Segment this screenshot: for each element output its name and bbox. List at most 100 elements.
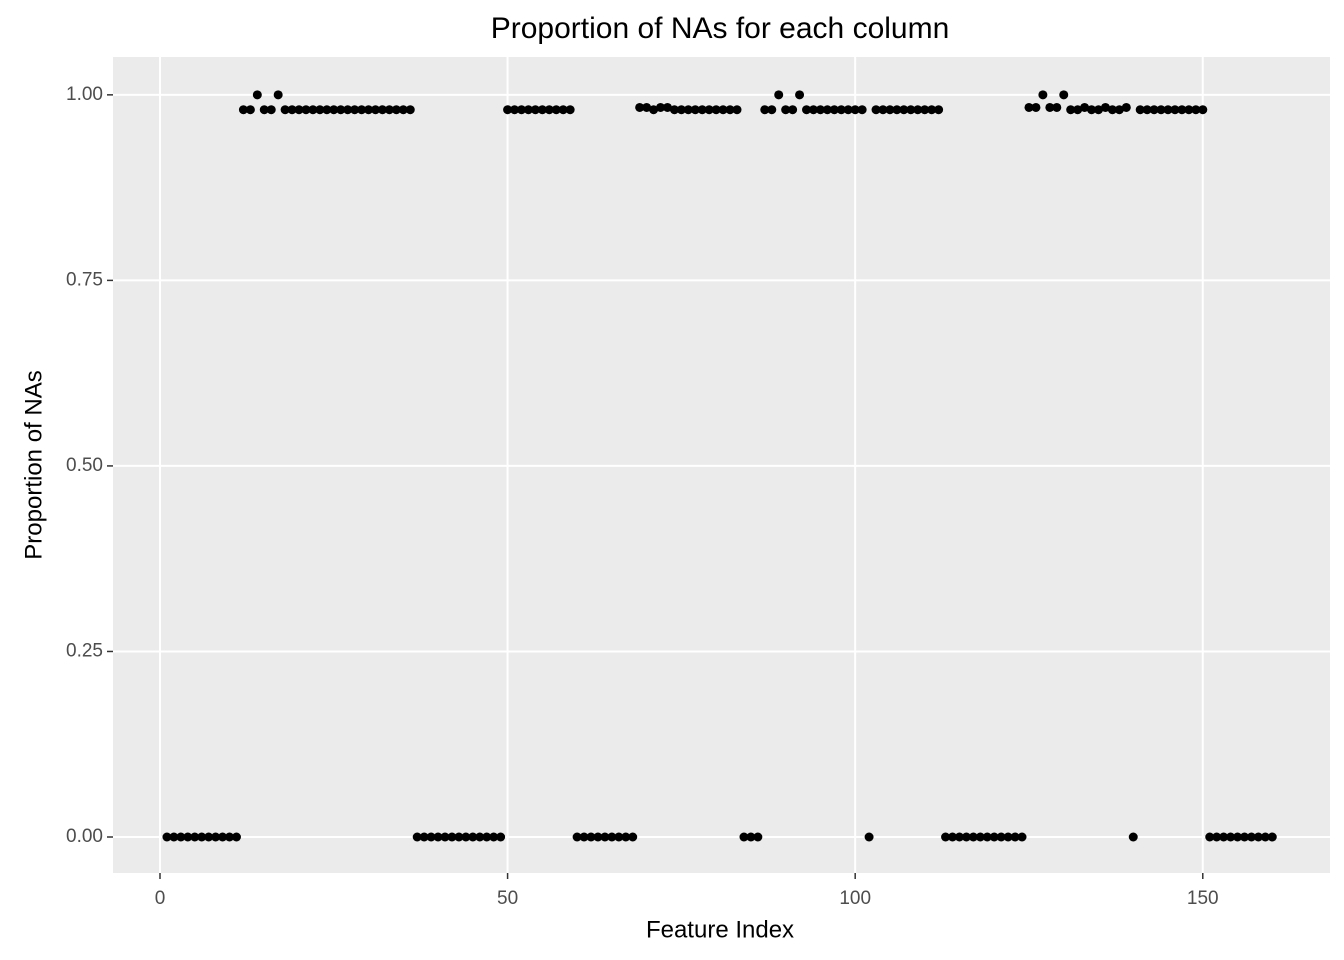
point bbox=[259, 105, 269, 115]
point bbox=[1163, 105, 1173, 115]
x-tick-label: 150 bbox=[1187, 888, 1219, 909]
point bbox=[822, 105, 832, 115]
point bbox=[287, 105, 297, 115]
point bbox=[836, 105, 846, 115]
point bbox=[294, 105, 304, 115]
point bbox=[405, 105, 415, 115]
point bbox=[899, 105, 909, 115]
point bbox=[871, 105, 881, 115]
point bbox=[537, 105, 547, 115]
point bbox=[739, 832, 749, 842]
point bbox=[530, 105, 540, 115]
point bbox=[683, 105, 693, 115]
point bbox=[857, 105, 867, 115]
point bbox=[1233, 832, 1243, 842]
point bbox=[989, 832, 999, 842]
point bbox=[954, 832, 964, 842]
point bbox=[690, 105, 700, 115]
point bbox=[781, 105, 791, 115]
point bbox=[1246, 832, 1256, 842]
point bbox=[1198, 105, 1208, 115]
point bbox=[1024, 102, 1034, 112]
point bbox=[1177, 105, 1187, 115]
point bbox=[169, 832, 179, 842]
point bbox=[176, 832, 186, 842]
point bbox=[475, 832, 485, 842]
point bbox=[461, 832, 471, 842]
point bbox=[468, 832, 478, 842]
point bbox=[419, 832, 429, 842]
point bbox=[252, 90, 262, 100]
point bbox=[1107, 105, 1117, 115]
point bbox=[1205, 832, 1215, 842]
point bbox=[343, 105, 353, 115]
point bbox=[371, 105, 381, 115]
point bbox=[927, 105, 937, 115]
point bbox=[544, 105, 554, 115]
point bbox=[315, 105, 325, 115]
point bbox=[516, 105, 526, 115]
point bbox=[447, 832, 457, 842]
point bbox=[1149, 105, 1159, 115]
point bbox=[384, 105, 394, 115]
point bbox=[892, 105, 902, 115]
point bbox=[364, 105, 374, 115]
point bbox=[829, 105, 839, 115]
point bbox=[1094, 105, 1104, 115]
point bbox=[586, 832, 596, 842]
point bbox=[162, 832, 172, 842]
point bbox=[1253, 832, 1263, 842]
y-tick-label: 0.50 bbox=[66, 455, 103, 476]
point bbox=[398, 105, 408, 115]
point bbox=[558, 105, 568, 115]
point bbox=[968, 832, 978, 842]
point bbox=[913, 105, 923, 115]
chart-title: Proportion of NAs for each column bbox=[491, 12, 950, 45]
point bbox=[1191, 105, 1201, 115]
point bbox=[788, 105, 798, 115]
point bbox=[753, 832, 763, 842]
point bbox=[982, 832, 992, 842]
point bbox=[656, 102, 666, 112]
point bbox=[1184, 105, 1194, 115]
point bbox=[1066, 105, 1076, 115]
point bbox=[704, 105, 714, 115]
point bbox=[503, 105, 513, 115]
point bbox=[878, 105, 888, 115]
point bbox=[649, 105, 659, 115]
point bbox=[600, 832, 610, 842]
point bbox=[808, 105, 818, 115]
point bbox=[329, 105, 339, 115]
point bbox=[1267, 832, 1277, 842]
point bbox=[697, 105, 707, 115]
x-axis-label: Feature Index bbox=[646, 916, 794, 943]
point bbox=[238, 105, 248, 115]
point bbox=[190, 832, 200, 842]
point bbox=[273, 90, 283, 100]
point bbox=[1128, 832, 1138, 842]
point bbox=[815, 105, 825, 115]
point bbox=[482, 832, 492, 842]
point bbox=[1114, 105, 1124, 115]
point bbox=[245, 105, 255, 115]
point bbox=[1010, 832, 1020, 842]
point bbox=[231, 832, 241, 842]
point bbox=[711, 105, 721, 115]
point bbox=[767, 105, 777, 115]
y-axis-label: Proportion of NAs bbox=[20, 370, 47, 559]
point bbox=[551, 105, 561, 115]
point bbox=[225, 832, 235, 842]
point bbox=[906, 105, 916, 115]
point bbox=[1038, 90, 1048, 100]
point bbox=[795, 90, 805, 100]
point bbox=[322, 105, 332, 115]
point bbox=[996, 832, 1006, 842]
x-tick-label: 50 bbox=[497, 888, 518, 909]
y-tick-label: 0.25 bbox=[66, 640, 103, 661]
point bbox=[211, 832, 221, 842]
point bbox=[523, 105, 533, 115]
point bbox=[662, 102, 672, 112]
point bbox=[1219, 832, 1229, 842]
